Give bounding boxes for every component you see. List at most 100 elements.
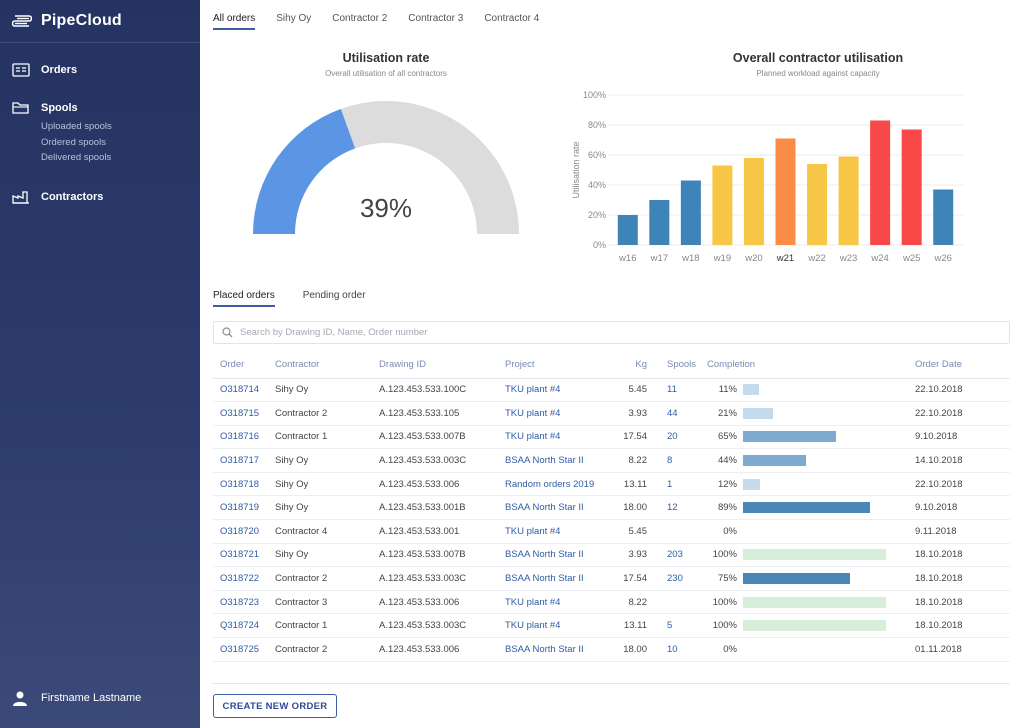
project-link[interactable]: Random orders 2019 xyxy=(505,472,618,497)
column-header-contractor[interactable]: Contractor xyxy=(275,352,379,379)
brand[interactable]: PipeCloud xyxy=(0,0,200,43)
drawing-id-cell: A.123.453.533.003C xyxy=(379,448,505,473)
sidebar-subitem-uploaded-spools[interactable]: Uploaded spools xyxy=(41,121,112,132)
table-row[interactable]: O318715 Contractor 2 A.123.453.533.105 TKU … xyxy=(213,401,1010,426)
tab-contractor-3[interactable]: Contractor 3 xyxy=(408,13,464,24)
completion-bar-track xyxy=(743,526,886,537)
search-input[interactable] xyxy=(240,327,980,338)
tab-pending-order[interactable]: Pending order xyxy=(302,290,366,301)
table-row[interactable]: O318717 Sihy Oy A.123.453.533.003C BSAA Nor… xyxy=(213,448,1010,473)
completion-bar-track xyxy=(743,596,886,608)
spools-link[interactable] xyxy=(647,590,707,615)
spools-link[interactable] xyxy=(647,519,707,544)
kg-cell: 5.45 xyxy=(618,378,647,403)
factory-icon xyxy=(12,190,29,204)
table-row[interactable]: O318721 Sihy Oy A.123.453.533.007B BSAA Nor… xyxy=(213,543,1010,568)
project-link[interactable]: BSAA North Star II xyxy=(505,495,618,521)
spools-link[interactable]: 5 xyxy=(647,613,707,639)
y-tick-label: 100% xyxy=(583,90,606,100)
order-id-link[interactable]: O318716 xyxy=(213,425,275,450)
sidebar-item-contractors[interactable]: Contractors xyxy=(0,190,200,204)
spools-link[interactable]: 8 xyxy=(647,448,707,473)
sidebar-item-spools[interactable]: Spools xyxy=(0,101,200,115)
project-link[interactable]: BSAA North Star II xyxy=(505,637,618,662)
kg-cell: 3.93 xyxy=(618,401,647,426)
order-id-link[interactable]: O318717 xyxy=(213,448,275,473)
completion-percent: 100% xyxy=(707,590,743,615)
chart-title: Overall contractor utilisation xyxy=(732,51,904,65)
drawing-id-cell: A.123.453.533.007B xyxy=(379,425,505,450)
spools-link[interactable]: 1 xyxy=(647,472,707,497)
table-row[interactable]: O318718 Sihy Oy A.123.453.533.006 Random or… xyxy=(213,472,1010,497)
column-header-project[interactable]: Project xyxy=(505,352,618,379)
order-id-link[interactable]: O318715 xyxy=(213,401,275,426)
completion-bar-cell xyxy=(743,425,915,450)
project-link[interactable]: BSAA North Star II xyxy=(505,448,618,473)
kg-cell: 8.22 xyxy=(618,448,647,473)
spools-link[interactable]: 203 xyxy=(647,543,707,568)
bar-w18 xyxy=(680,180,701,245)
project-link[interactable]: TKU plant #4 xyxy=(505,425,618,450)
spools-link[interactable]: 44 xyxy=(647,401,707,426)
project-link[interactable]: TKU plant #4 xyxy=(505,613,618,639)
drawing-id-cell: A.123.453.533.003C xyxy=(379,613,505,639)
table-row[interactable]: O318720 Contractor 4 A.123.453.533.001 TKU … xyxy=(213,519,1010,544)
contractor-cell: Sihy Oy xyxy=(275,378,379,403)
sidebar-item-orders[interactable]: Orders xyxy=(0,63,200,77)
spools-link[interactable]: 11 xyxy=(647,378,707,403)
tab-placed-orders[interactable]: Placed orders xyxy=(213,290,275,307)
sidebar-subitem-delivered-spools[interactable]: Delivered spools xyxy=(41,152,112,163)
table-row[interactable]: O318723 Contractor 3 A.123.453.533.006 TKU … xyxy=(213,590,1010,615)
column-header-order[interactable]: Order xyxy=(213,352,275,379)
column-header-order-date[interactable]: Order Date xyxy=(915,352,1010,379)
column-header-drawing-id[interactable]: Drawing ID xyxy=(379,352,505,379)
order-id-link[interactable]: O318714 xyxy=(213,378,275,403)
spools-link[interactable]: 12 xyxy=(647,495,707,521)
completion-bar-cell xyxy=(743,401,915,426)
order-id-link[interactable]: O318720 xyxy=(213,519,275,544)
column-header-spools[interactable]: Spools xyxy=(647,352,707,379)
table-row[interactable]: O318722 Contractor 2 A.123.453.533.003C BSA… xyxy=(213,566,1010,591)
spools-link[interactable]: 10 xyxy=(647,637,707,662)
column-header-completion[interactable]: Completion xyxy=(707,352,915,379)
tab-sihy-oy[interactable]: Sihy Oy xyxy=(276,13,312,24)
project-link[interactable]: TKU plant #4 xyxy=(505,590,618,615)
completion-percent: 75% xyxy=(707,566,743,591)
order-date-cell: 9.10.2018 xyxy=(915,425,1010,450)
create-new-order-button[interactable]: CREATE NEW ORDER xyxy=(213,694,337,718)
tab-contractor-4[interactable]: Contractor 4 xyxy=(484,13,540,24)
kg-cell: 17.54 xyxy=(618,425,647,450)
table-row[interactable]: O318716 Contractor 1 A.123.453.533.007B TKU… xyxy=(213,425,1010,450)
order-id-link[interactable]: O318719 xyxy=(213,495,275,521)
search-box[interactable] xyxy=(213,321,1010,344)
tab-contractor-2[interactable]: Contractor 2 xyxy=(332,13,388,24)
project-link[interactable]: BSAA North Star II xyxy=(505,566,618,591)
completion-percent: 89% xyxy=(707,495,743,521)
table-row[interactable]: Q318724 Contractor 1 A.123.453.533.003C TKU… xyxy=(213,613,1010,639)
order-id-link[interactable]: O318725 xyxy=(213,637,275,662)
tab-all-orders[interactable]: All orders xyxy=(213,13,256,30)
kg-cell: 13.11 xyxy=(618,613,647,639)
order-date-cell: 18.10.2018 xyxy=(915,543,1010,568)
spools-link[interactable]: 20 xyxy=(647,425,707,450)
sidebar-subitem-ordered-spools[interactable]: Ordered spools xyxy=(41,136,106,148)
table-row[interactable]: O318719 Sihy Oy A.123.453.533.001B BSAA Nor… xyxy=(213,495,1010,521)
order-id-link[interactable]: O318721 xyxy=(213,543,275,568)
order-id-link[interactable]: O318718 xyxy=(213,472,275,497)
order-id-link[interactable]: O318722 xyxy=(213,566,275,591)
column-header-kg[interactable]: Kg xyxy=(618,352,647,379)
table-row[interactable]: O318714 Sihy Oy A.123.453.533.100C TKU plan… xyxy=(213,378,1010,403)
project-link[interactable]: TKU plant #4 xyxy=(505,378,618,403)
utilisation-gauge xyxy=(253,100,519,234)
order-id-link[interactable]: Q318724 xyxy=(213,613,275,639)
order-id-link[interactable]: O318723 xyxy=(213,590,275,615)
project-link[interactable]: TKU plant #4 xyxy=(505,401,618,426)
completion-percent: 44% xyxy=(707,448,743,473)
user-profile[interactable]: Firstname Lastname xyxy=(12,690,141,706)
user-icon xyxy=(13,691,27,706)
order-date-cell: 14.10.2018 xyxy=(915,448,1010,473)
project-link[interactable]: TKU plant #4 xyxy=(505,519,618,544)
project-link[interactable]: BSAA North Star II xyxy=(505,543,618,568)
table-row[interactable]: O318725 Contractor 2 A.123.453.533.006 BSAA… xyxy=(213,637,1010,662)
spools-link[interactable]: 230 xyxy=(647,566,707,591)
